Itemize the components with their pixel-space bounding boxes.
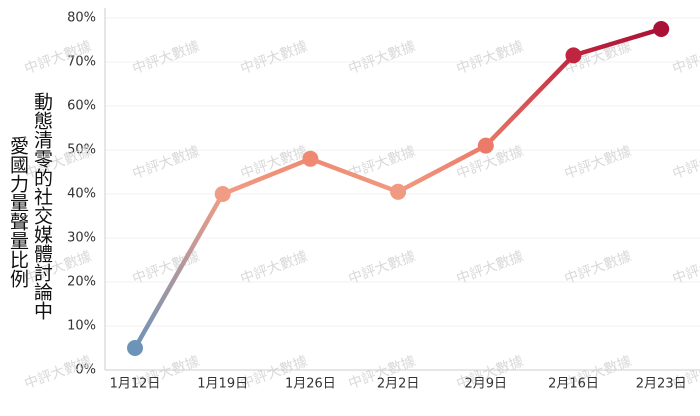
watermark: 中評大數據 bbox=[346, 39, 417, 78]
y-tick-label: 50% bbox=[67, 143, 96, 158]
y-tick-label: 80% bbox=[67, 11, 96, 26]
watermark: 中評大數據 bbox=[562, 144, 633, 183]
y-axis-label: 動態清零的社交媒體討論中 愛國力量聲量比例 bbox=[6, 92, 54, 352]
point bbox=[565, 47, 582, 64]
x-tick-label: 2月2日 bbox=[377, 377, 420, 392]
line-segment bbox=[571, 26, 664, 58]
watermark: 中評大數據 bbox=[670, 39, 700, 78]
y-tick-label: 20% bbox=[67, 275, 96, 290]
point bbox=[477, 137, 494, 154]
watermark: 中評大數據 bbox=[670, 144, 700, 183]
x-tick-label: 2月9日 bbox=[465, 377, 508, 392]
point bbox=[127, 340, 143, 356]
line-segment bbox=[395, 143, 489, 195]
y-tick-label: 0% bbox=[75, 363, 96, 378]
line-segment bbox=[308, 156, 401, 195]
line-segment bbox=[483, 53, 576, 148]
y-tick-label: 70% bbox=[67, 55, 96, 70]
x-tick-label: 2月23日 bbox=[636, 377, 687, 392]
line-segment bbox=[220, 156, 313, 197]
watermark: 中評大數據 bbox=[238, 39, 309, 78]
y-tick-label: 40% bbox=[67, 187, 96, 202]
x-tick-label: 1月12日 bbox=[110, 377, 161, 392]
watermark: 中評大數據 bbox=[130, 144, 201, 183]
watermark: 中評大數據 bbox=[130, 39, 201, 78]
y-tick-label: 10% bbox=[67, 319, 96, 334]
y-label-line: 愛國力量聲量比例 bbox=[7, 136, 29, 288]
point bbox=[653, 21, 670, 37]
point bbox=[390, 183, 407, 200]
y-tick-label: 30% bbox=[67, 231, 96, 246]
line-segment bbox=[132, 191, 225, 351]
point bbox=[302, 150, 319, 167]
y-label-line: 動態清零的社交媒體討論中 bbox=[31, 92, 53, 320]
x-tick-label: 1月26日 bbox=[285, 377, 336, 392]
point bbox=[214, 186, 231, 202]
y-tick-label: 60% bbox=[67, 99, 96, 114]
x-tick-label: 1月19日 bbox=[197, 377, 248, 392]
x-tick-label: 2月16日 bbox=[548, 377, 599, 392]
watermark: 中評大數據 bbox=[454, 39, 525, 78]
